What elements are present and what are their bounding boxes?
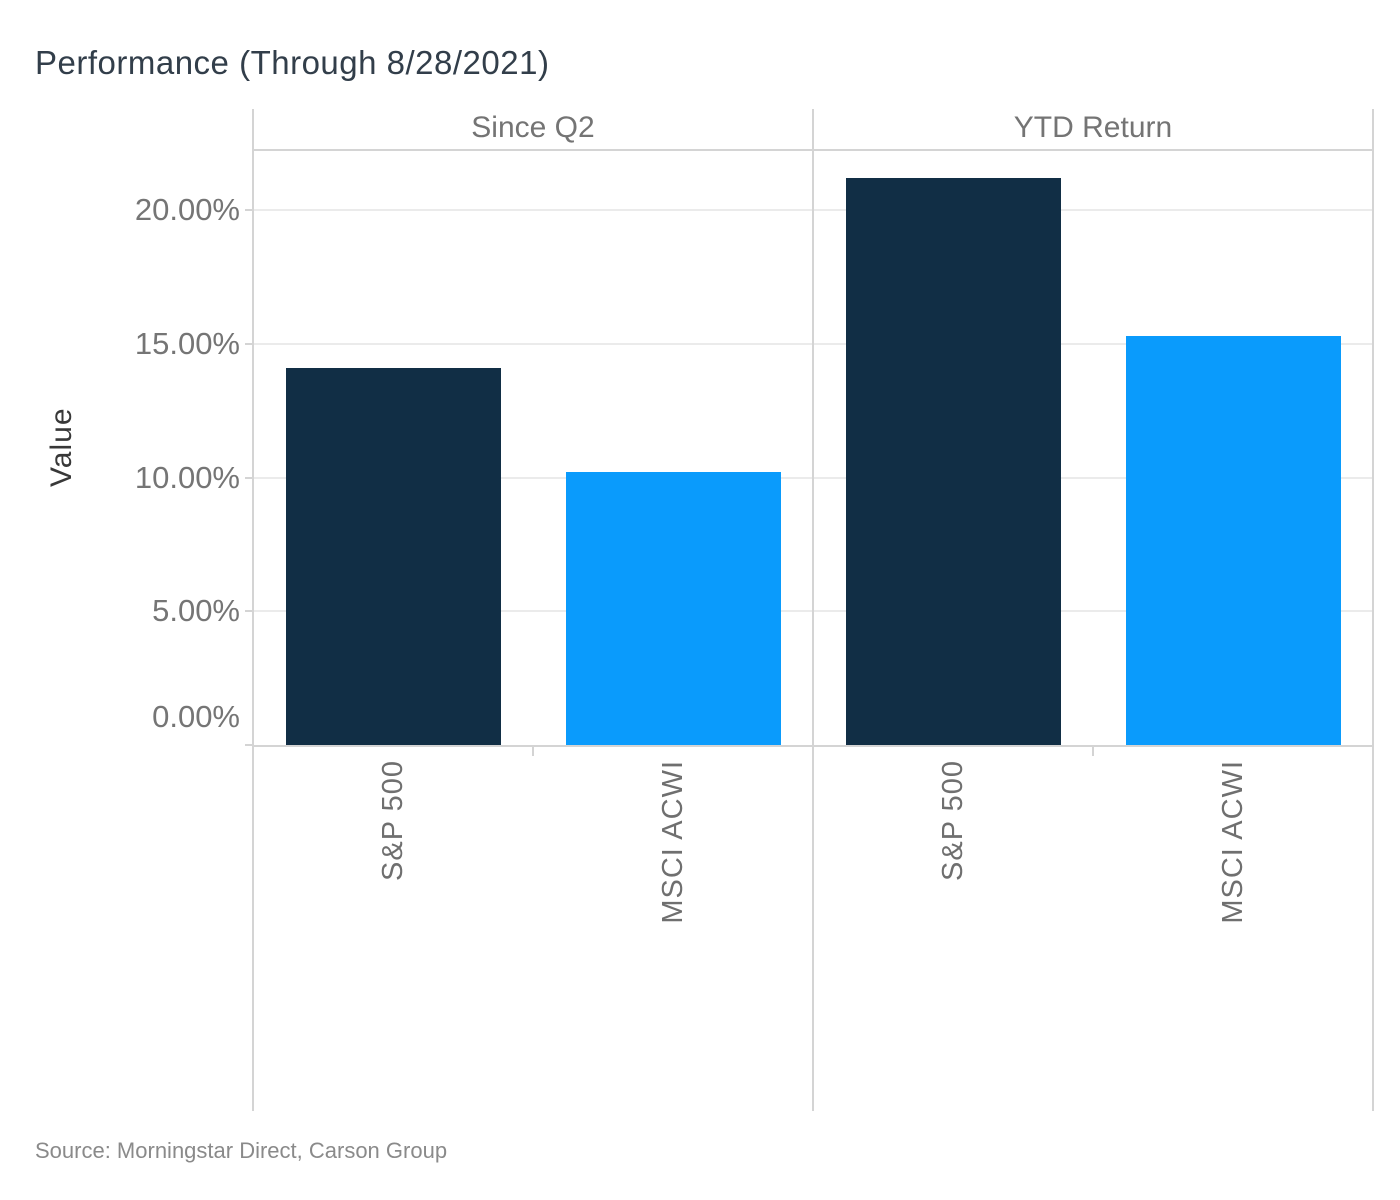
category-label: MSCI ACWI xyxy=(657,760,689,924)
y-tick-mark xyxy=(245,476,252,479)
y-tick-mark xyxy=(245,209,252,212)
bar[interactable] xyxy=(1125,335,1341,745)
chart-title: Performance (Through 8/28/2021) xyxy=(35,44,550,81)
panel-header: Since Q2 xyxy=(471,111,595,144)
x-axis-line xyxy=(253,745,1373,747)
category-label: S&P 500 xyxy=(937,760,969,881)
bar[interactable] xyxy=(285,367,501,745)
category-label: S&P 500 xyxy=(377,760,409,881)
y-tick-mark xyxy=(245,610,252,613)
bar[interactable] xyxy=(845,178,1061,745)
bar[interactable] xyxy=(565,472,781,745)
pane-border xyxy=(252,109,254,1111)
header-underline xyxy=(253,149,1373,151)
y-tick-label: 20.00% xyxy=(134,192,240,228)
y-tick-label: 0.00% xyxy=(152,699,240,734)
y-axis-title: Value xyxy=(45,407,78,487)
category-label: MSCI ACWI xyxy=(1217,760,1249,924)
source-note: Source: Morningstar Direct, Carson Group xyxy=(35,1138,448,1163)
pane-border xyxy=(1372,109,1374,1111)
x-tick-mark xyxy=(1092,745,1094,756)
panel-header: YTD Return xyxy=(1013,111,1173,144)
pane-border xyxy=(812,109,814,1111)
y-tick-mark xyxy=(245,342,252,345)
y-tick-label: 10.00% xyxy=(134,459,240,495)
x-tick-mark xyxy=(532,745,534,756)
y-tick-label: 5.00% xyxy=(152,593,240,629)
y-tick-label: 15.00% xyxy=(134,325,240,361)
y-tick-mark xyxy=(245,744,252,746)
